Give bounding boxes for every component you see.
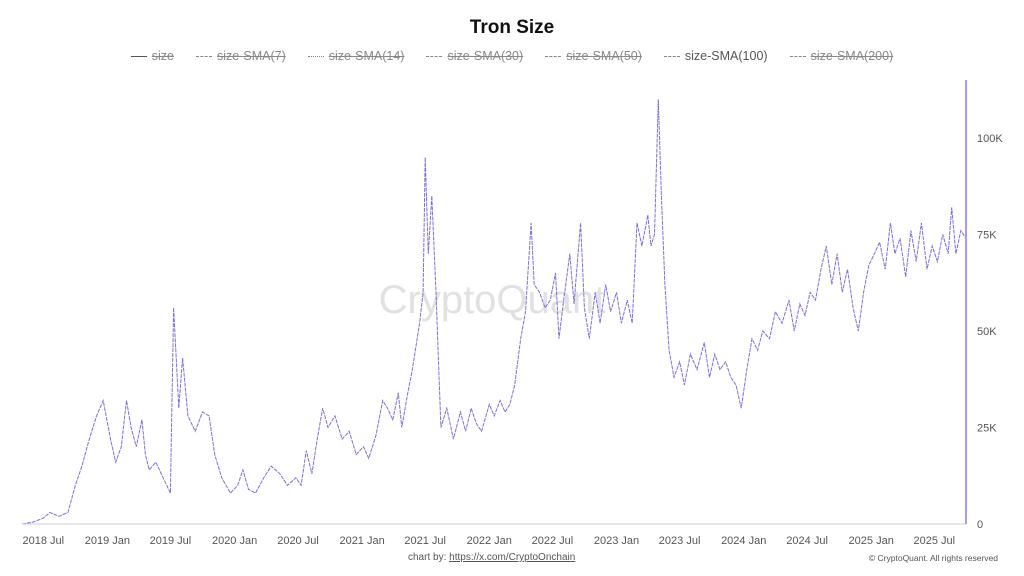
- x-tick-label-14: 2025 Jul: [914, 535, 956, 547]
- legend-swatch: [426, 55, 443, 57]
- x-tick-label-0: 2018 Jul: [23, 535, 65, 547]
- x-tick-label-7: 2022 Jan: [467, 535, 512, 547]
- y-tick-label-2: 50K: [977, 326, 997, 338]
- credit-prefix: chart by:: [408, 552, 450, 563]
- series-line-size-sma-100: [21, 99, 967, 525]
- y-tick-label-4: 100K: [977, 133, 1003, 145]
- x-tick-label-13: 2025 Jan: [849, 535, 894, 547]
- y-tick-label-0: 0: [977, 519, 983, 531]
- x-tick-label-6: 2021 Jul: [404, 535, 446, 547]
- legend-item-1[interactable]: size-SMA(7): [195, 49, 286, 63]
- y-tick-label-3: 75K: [977, 229, 997, 241]
- legend-label: size-SMA(7): [216, 49, 286, 63]
- chart-credit: chart by: https://x.com/CryptoOnchain: [408, 552, 575, 563]
- y-tick-label-1: 25K: [977, 423, 997, 435]
- x-tick-label-2: 2019 Jul: [150, 535, 192, 547]
- chart-title: Tron Size: [469, 17, 555, 38]
- legend-label: size: [151, 49, 174, 63]
- legend-label: size-SMA(100): [684, 49, 768, 63]
- legend: size size-SMA(7) size-SMA(14) size-SMA(30) s…: [0, 49, 1024, 63]
- legend-swatch: [663, 55, 680, 57]
- legend-swatch: [307, 55, 324, 57]
- credit-link[interactable]: https://x.com/CryptoOnchain: [449, 552, 576, 563]
- x-tick-label-11: 2024 Jan: [721, 535, 766, 547]
- x-tick-label-5: 2021 Jan: [339, 535, 384, 547]
- legend-label: size-SMA(14): [328, 49, 405, 63]
- legend-item-4[interactable]: size-SMA(50): [545, 49, 642, 63]
- x-tick-label-4: 2020 Jul: [277, 535, 319, 547]
- legend-swatch: [789, 55, 806, 57]
- x-tick-label-3: 2020 Jan: [212, 535, 257, 547]
- x-tick-label-9: 2023 Jan: [594, 535, 639, 547]
- legend-label: size-SMA(30): [447, 49, 524, 63]
- x-tick-label-8: 2022 Jul: [532, 535, 574, 547]
- legend-item-3[interactable]: size-SMA(30): [426, 49, 523, 63]
- copyright-text: © CryptoQuant. All rights reserved: [868, 553, 998, 563]
- legend-item-6[interactable]: size-SMA(200): [789, 49, 894, 63]
- watermark-text: CryptoQuant: [379, 278, 606, 322]
- legend-swatch: [195, 55, 212, 57]
- legend-swatch: [545, 55, 562, 57]
- legend-item-5[interactable]: size-SMA(100): [663, 49, 768, 63]
- legend-item-0[interactable]: size: [130, 49, 174, 63]
- legend-item-2[interactable]: size-SMA(14): [307, 49, 405, 63]
- x-tick-label-1: 2019 Jan: [85, 535, 130, 547]
- x-tick-label-12: 2024 Jul: [786, 535, 828, 547]
- x-tick-label-10: 2023 Jul: [659, 535, 701, 547]
- legend-label: size-SMA(50): [566, 49, 642, 63]
- legend-label: size-SMA(200): [810, 49, 894, 63]
- legend-swatch: [130, 55, 147, 57]
